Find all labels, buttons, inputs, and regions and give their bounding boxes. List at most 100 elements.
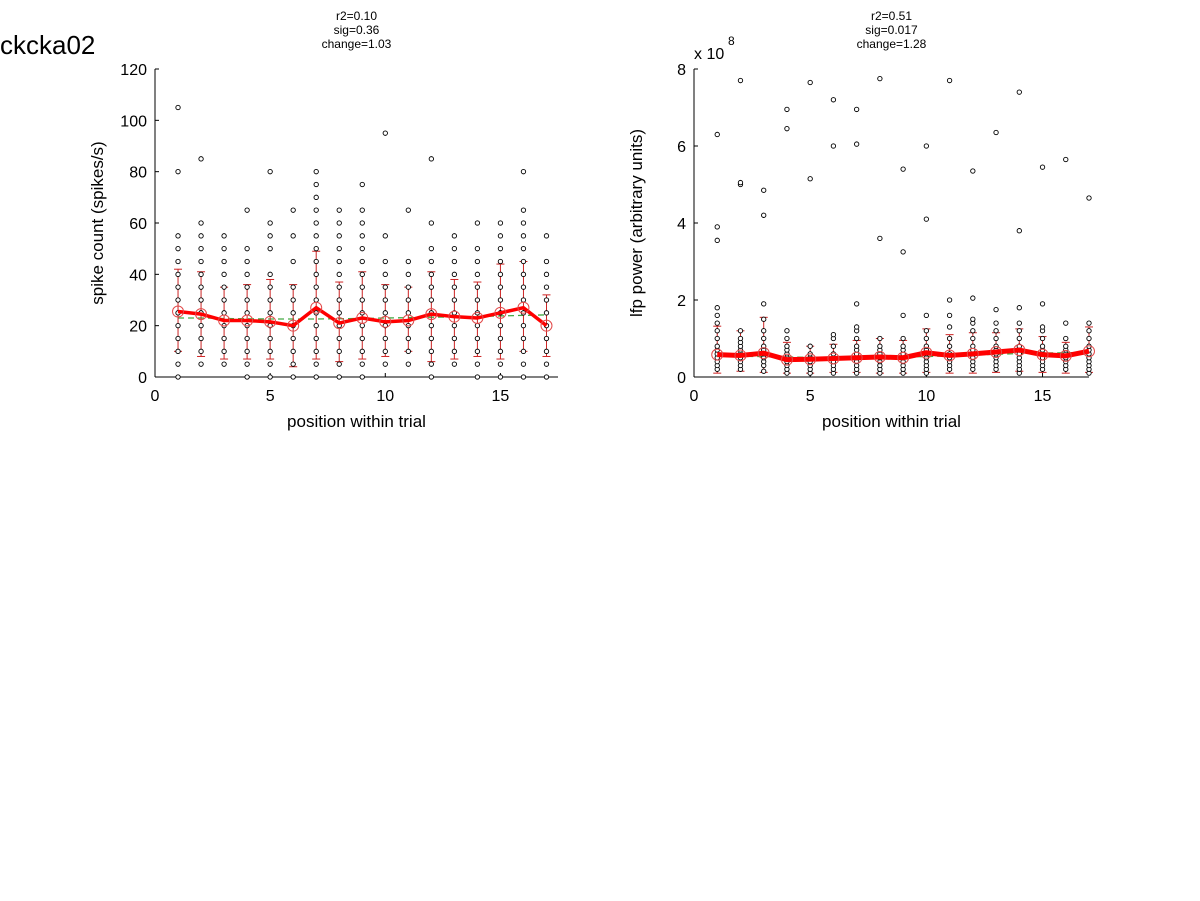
data-point — [382, 284, 388, 290]
data-point — [451, 271, 458, 277]
mean-marker — [241, 314, 254, 327]
data-point — [1039, 301, 1046, 307]
data-point — [853, 324, 860, 330]
y-tick-label: 20 — [129, 319, 147, 336]
mean-marker — [711, 348, 724, 361]
data-point — [761, 187, 767, 193]
data-point — [221, 348, 227, 354]
data-point — [830, 143, 837, 149]
data-point — [359, 207, 365, 213]
data-point — [970, 295, 976, 301]
data-point — [900, 335, 906, 342]
data-point — [520, 258, 527, 265]
data-point — [970, 343, 976, 349]
data-point — [1063, 156, 1069, 163]
x-tick-label: 5 — [266, 388, 275, 405]
data-point — [244, 258, 250, 265]
data-point — [244, 271, 250, 277]
data-point — [1016, 328, 1022, 334]
mean-marker — [873, 350, 886, 363]
data-point — [474, 258, 481, 265]
mean-marker — [1059, 349, 1072, 362]
data-point — [267, 348, 273, 354]
data-point — [405, 207, 411, 213]
data-point — [267, 361, 273, 367]
data-point — [1039, 343, 1046, 349]
mean-marker — [1013, 344, 1026, 357]
data-point — [1086, 320, 1092, 326]
data-point — [474, 348, 481, 354]
data-point — [336, 258, 342, 265]
data-point — [497, 258, 504, 265]
x-tick-label: 10 — [917, 388, 935, 405]
data-point — [428, 361, 434, 367]
data-point — [993, 328, 999, 334]
data-point — [175, 104, 181, 111]
data-point — [543, 361, 550, 367]
data-point — [761, 328, 767, 334]
data-point — [830, 351, 837, 357]
data-point — [267, 271, 273, 277]
data-point — [313, 220, 319, 226]
y-tick-label: 0 — [677, 370, 686, 387]
data-point — [221, 233, 227, 239]
exponent-power: 8 — [728, 34, 735, 48]
data-point — [737, 77, 744, 84]
data-point — [877, 235, 883, 242]
mean-marker — [172, 305, 185, 318]
data-point — [520, 207, 527, 213]
data-point — [497, 271, 504, 277]
data-point — [946, 297, 953, 303]
data-point — [336, 361, 342, 367]
data-point — [474, 271, 481, 277]
title-line: change=1.28 — [857, 37, 927, 51]
data-point — [497, 323, 504, 329]
data-point — [520, 169, 527, 175]
data-point — [290, 374, 296, 380]
data-point — [970, 316, 976, 322]
data-point — [336, 310, 342, 316]
data-point — [313, 297, 319, 303]
exponent-label: x 10 — [694, 46, 724, 63]
data-point — [497, 246, 504, 252]
data-point — [244, 335, 250, 342]
data-point — [520, 271, 527, 277]
data-point — [900, 166, 906, 172]
data-point — [1016, 320, 1022, 326]
data-point — [359, 374, 365, 380]
mean-marker — [356, 311, 369, 324]
data-point — [290, 258, 296, 265]
data-point — [520, 220, 527, 226]
data-point — [451, 258, 458, 265]
mean-line — [717, 347, 1090, 363]
data-point — [543, 348, 550, 354]
data-point — [244, 310, 250, 316]
data-point — [428, 374, 434, 380]
data-point — [221, 335, 227, 342]
data-point — [543, 374, 550, 380]
data-point — [313, 323, 319, 329]
data-point — [359, 271, 365, 277]
data-point — [175, 348, 181, 354]
data-point — [382, 348, 388, 354]
data-point — [474, 220, 481, 226]
data-point — [267, 284, 273, 290]
data-point — [290, 207, 296, 213]
mean-marker — [734, 349, 747, 362]
data-point — [198, 156, 204, 162]
data-point — [520, 323, 527, 329]
data-point — [290, 310, 296, 316]
data-point — [267, 297, 273, 303]
data-point — [543, 233, 550, 239]
data-point — [198, 233, 204, 239]
data-point — [923, 143, 930, 149]
data-point — [382, 361, 388, 367]
x-tick-label: 10 — [376, 388, 394, 405]
data-point — [1016, 335, 1022, 342]
data-point — [382, 258, 388, 265]
data-point — [474, 323, 481, 329]
data-point — [336, 233, 342, 239]
data-point — [543, 271, 550, 277]
title-line: sig=0.017 — [865, 23, 918, 37]
data-point — [451, 335, 458, 342]
